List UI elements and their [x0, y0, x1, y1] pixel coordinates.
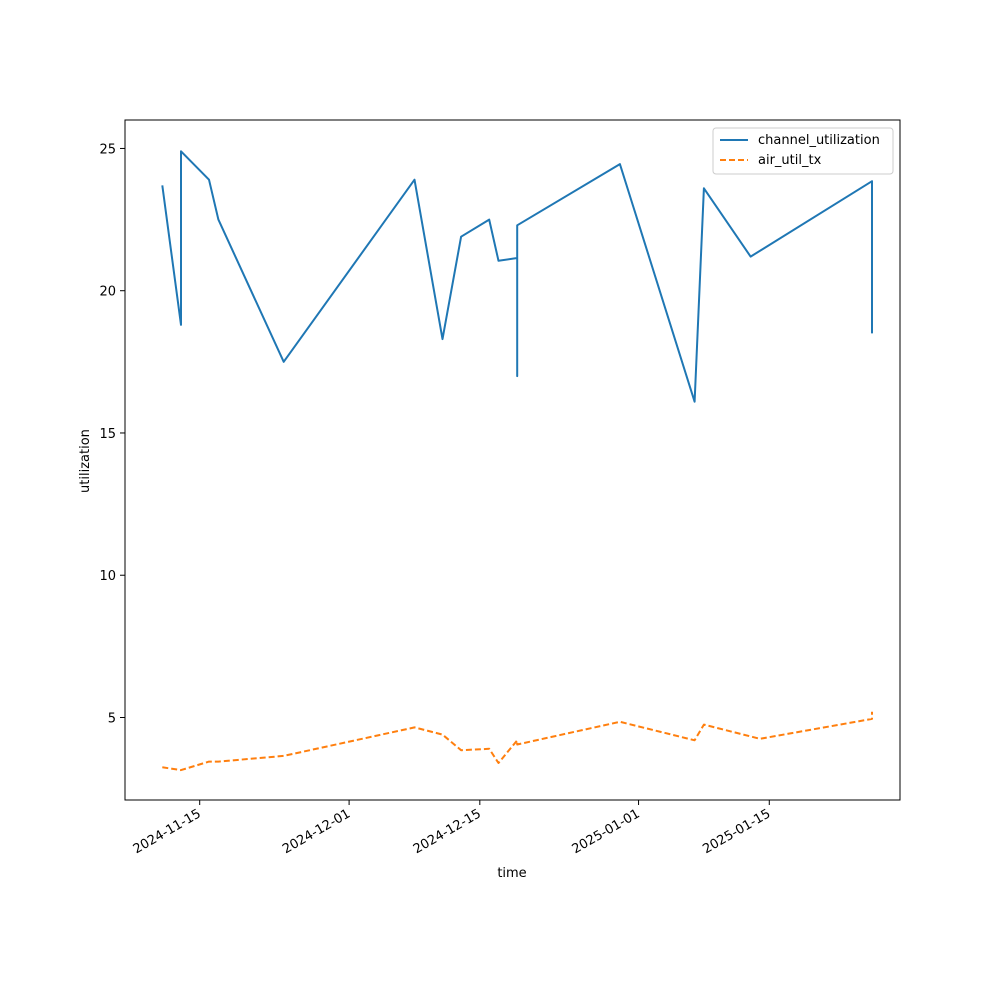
legend-box [712, 127, 894, 175]
series-layer [161, 150, 873, 772]
legend-label-air-util-tx: air_util_tx [758, 153, 822, 168]
y-axis-title: utilization [78, 429, 93, 493]
x-axis-title: time [497, 866, 526, 881]
legend: channel_utilization air_util_tx [712, 127, 894, 175]
y-tick-label: 5 [108, 711, 116, 726]
y-tick-label: 20 [99, 285, 116, 300]
series-line-air-util-tx [162, 711, 873, 772]
legend-label-channel-utilization: channel_utilization [758, 133, 880, 148]
y-tick-label: 25 [99, 142, 116, 157]
y-axis: 5 10 15 20 25 [99, 142, 125, 726]
y-tick-label: 15 [99, 427, 116, 442]
series-line-channel-utilization [161, 150, 873, 403]
y-tick-label: 10 [99, 569, 116, 584]
plot-frame [124, 119, 901, 801]
